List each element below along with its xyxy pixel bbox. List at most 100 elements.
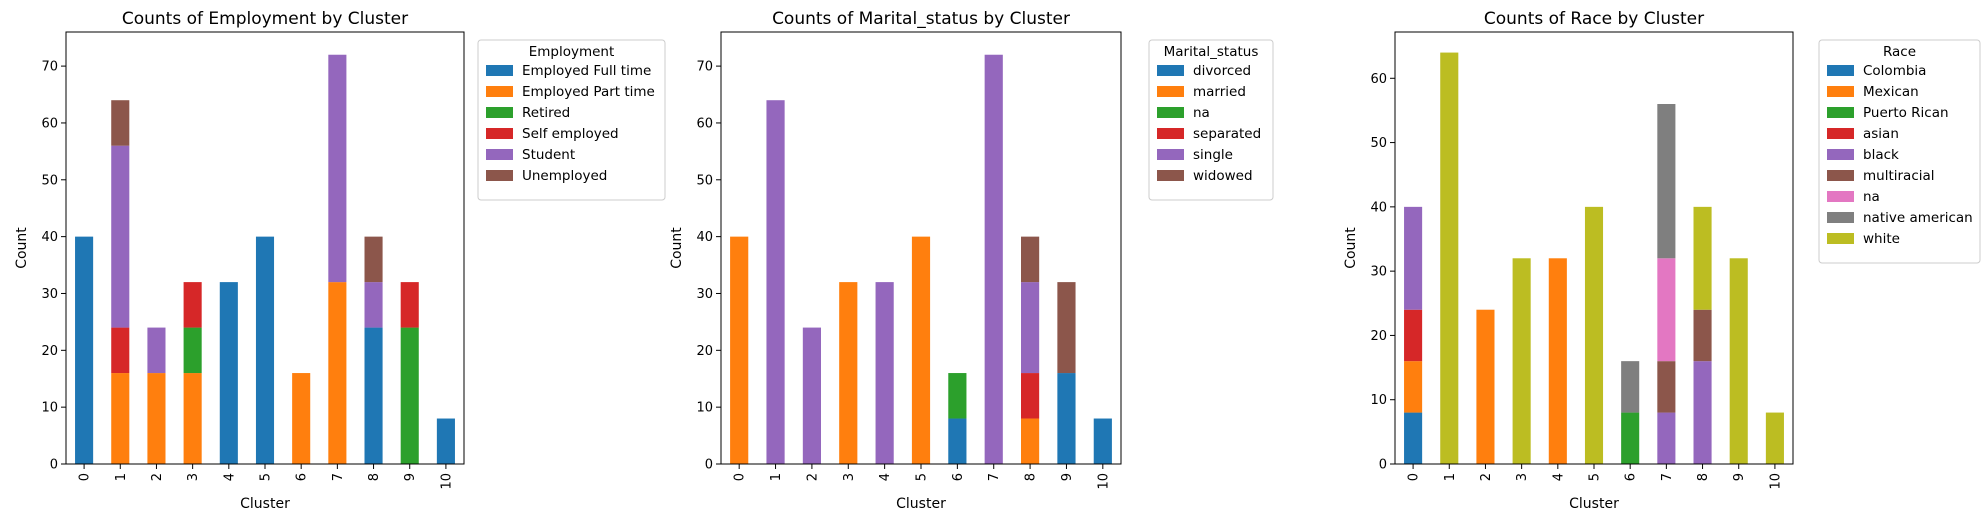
y-tick-label: 70 — [41, 60, 58, 75]
legend-swatch — [1827, 107, 1854, 118]
x-tick-label: 10 — [1768, 473, 1783, 490]
legend-label: Puerto Rican — [1863, 105, 1949, 121]
x-tick-label: 3 — [186, 473, 201, 481]
y-tick-label: 60 — [1370, 72, 1387, 87]
x-tick-label: 0 — [1407, 473, 1422, 481]
x-tick-label: 1 — [1443, 473, 1458, 481]
bar-segment — [948, 373, 967, 419]
bar-segment — [364, 236, 383, 283]
legend-swatch — [486, 65, 513, 76]
x-tick-label: 5 — [259, 473, 274, 481]
bar-segment — [1765, 412, 1784, 464]
legend-swatch — [486, 86, 513, 97]
y-tick-label: 50 — [696, 173, 713, 188]
legend-label: multiracial — [1863, 168, 1935, 184]
y-axis-label: Count — [669, 227, 685, 269]
y-tick-label: 20 — [696, 344, 713, 359]
x-tick-label: 6 — [295, 473, 310, 481]
legend-swatch — [1827, 212, 1854, 223]
bar-segment — [111, 145, 130, 328]
legend-label: divorced — [1193, 63, 1251, 79]
x-tick-label: 3 — [842, 473, 857, 481]
bar-segment — [1404, 412, 1423, 464]
bar-segment — [1729, 258, 1748, 464]
bar-segment — [1021, 236, 1040, 283]
legend-title: Race — [1883, 44, 1916, 60]
x-tick-label: 8 — [367, 473, 382, 481]
y-tick-label: 30 — [696, 287, 713, 302]
legend-swatch — [1827, 170, 1854, 181]
bar-segment — [75, 236, 94, 464]
y-axis-label: Count — [1343, 227, 1359, 269]
y-tick-label: 60 — [41, 116, 58, 131]
bar-segment — [1657, 258, 1676, 362]
legend-label: married — [1193, 84, 1246, 100]
bar-segment — [1512, 258, 1531, 464]
bar-segment — [1584, 206, 1604, 464]
legend-swatch — [1827, 233, 1854, 244]
legend-box — [477, 39, 666, 201]
x-tick-label: 10 — [439, 473, 454, 490]
x-axis-label: Cluster — [1569, 496, 1619, 512]
x-tick-label: 7 — [987, 473, 1002, 481]
bar-segment — [766, 100, 785, 465]
x-tick-label: 4 — [1551, 473, 1566, 481]
legend-label: Mexican — [1863, 84, 1919, 100]
x-tick-label: 4 — [878, 473, 893, 481]
x-tick-label: 7 — [1660, 473, 1675, 481]
bar-segment — [1693, 206, 1712, 310]
bar-segment — [328, 54, 347, 283]
y-tick-label: 30 — [1370, 265, 1387, 280]
legend-label: separated — [1193, 126, 1261, 142]
chart-title: Counts of Marital_status by Cluster — [772, 9, 1070, 29]
y-tick-label: 40 — [41, 230, 58, 245]
x-tick-label: 5 — [1588, 473, 1603, 481]
x-tick-label: 7 — [331, 473, 346, 481]
bar-segment — [1021, 282, 1040, 374]
legend-box — [1818, 39, 1981, 264]
bar-segment — [183, 373, 202, 464]
x-tick-label: 9 — [1732, 473, 1747, 481]
y-tick-label: 40 — [696, 230, 713, 245]
x-tick-label: 2 — [150, 473, 165, 481]
y-tick-label: 0 — [50, 458, 58, 473]
bar-segment — [436, 418, 455, 464]
legend-label: Employed Full time — [522, 63, 651, 79]
legend-swatch — [486, 128, 513, 139]
y-axis-label: Count — [14, 227, 30, 269]
x-tick-label: 8 — [1024, 473, 1039, 481]
x-tick-label: 2 — [1479, 473, 1494, 481]
x-tick-label: 9 — [403, 473, 418, 481]
y-tick-label: 20 — [1370, 329, 1387, 344]
legend-swatch — [1157, 65, 1184, 76]
legend-label: na — [1193, 105, 1210, 121]
bar-segment — [1021, 418, 1040, 464]
bar-segment — [1657, 361, 1676, 413]
bar-segment — [400, 327, 419, 464]
legend-swatch — [1157, 107, 1184, 118]
bar-segment — [147, 327, 166, 374]
bar-segment — [1476, 309, 1495, 464]
y-tick-label: 0 — [705, 458, 713, 473]
bar-segment — [1657, 412, 1676, 464]
bar-segment — [111, 100, 130, 146]
bar-segment — [1693, 361, 1712, 464]
legend-swatch — [1827, 149, 1854, 160]
y-tick-label: 10 — [696, 401, 713, 416]
x-tick-label: 2 — [805, 473, 820, 481]
y-tick-label: 50 — [1370, 136, 1387, 151]
bar-segment — [1657, 104, 1676, 259]
chart-title: Counts of Race by Cluster — [1484, 9, 1704, 29]
y-tick-label: 40 — [1370, 200, 1387, 215]
legend-title: Employment — [529, 44, 615, 60]
bar-segment — [984, 54, 1003, 464]
legend: Employment Employed Full time Employed Par… — [477, 39, 666, 201]
bar-segment — [1404, 309, 1423, 362]
bar-segment — [111, 373, 130, 464]
bar-segment — [1404, 361, 1423, 413]
legend-label: Employed Part time — [522, 84, 655, 100]
chart-panel-0: 0 10 20 30 40 50 60 70 0 1 2 3 4 5 6 7 8 9 10 Counts of Emp… — [14, 9, 666, 512]
x-axis-label: Cluster — [896, 496, 946, 512]
legend-swatch — [1827, 86, 1854, 97]
